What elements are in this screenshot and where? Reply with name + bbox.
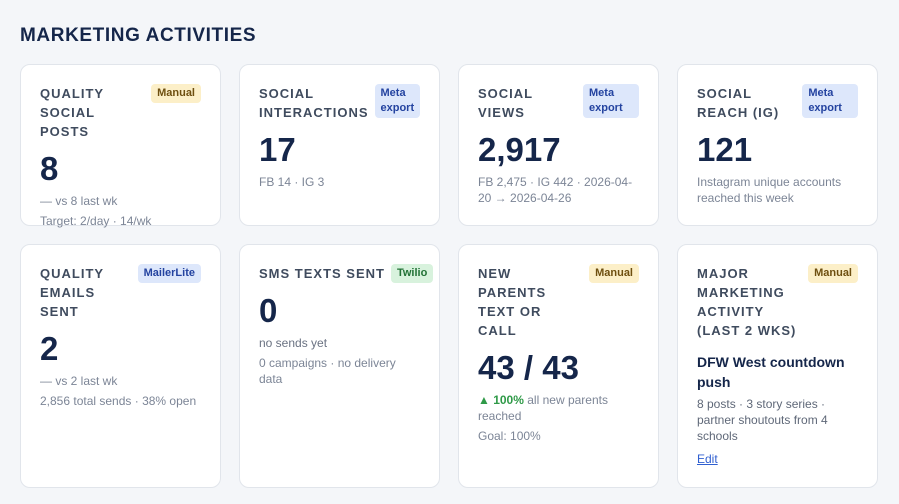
delta: ▲ 100%	[478, 393, 524, 407]
card-value: 0	[259, 292, 278, 329]
card-note: no sends yet	[259, 336, 328, 350]
badge: Manual	[151, 84, 201, 103]
card-note: — vs 8 last wk	[40, 194, 118, 208]
card-note: Target: 2/day · 14/wk	[40, 214, 152, 228]
card-value: 8	[40, 150, 59, 187]
card-label: QUALITY EMAILS SENT	[40, 266, 104, 319]
card-note: 0 campaigns · no delivery data	[259, 356, 396, 386]
card-label: NEW PARENTS TEXT OR CALL	[478, 266, 547, 338]
card: QUALITY SOCIAL POSTS Manual 8 — vs 8 last…	[20, 64, 221, 228]
card-value: 17	[259, 131, 296, 168]
card: QUALITY EMAILS SENT MailerLite 2 — vs 2 l…	[20, 244, 221, 488]
badge: Meta export	[583, 84, 639, 118]
card: SMS TEXTS SENT Twilio 0 no sends yet 0 ca…	[239, 244, 440, 488]
card-label: SOCIAL INTERACTIONS	[259, 86, 369, 120]
badge: Meta export	[374, 84, 421, 118]
card-head: SOCIAL VIEWS Meta export	[478, 84, 639, 122]
card-head: QUALITY EMAILS SENT MailerLite	[40, 264, 201, 321]
card-note: — vs 2 last wk	[40, 374, 118, 388]
card-note: Instagram unique accounts reached this w…	[697, 175, 842, 205]
card: SOCIAL INTERACTIONS Meta export 17 FB 14 …	[239, 64, 440, 226]
card-head: SOCIAL REACH (IG) Meta export	[697, 84, 858, 122]
card: MAJOR MARKETING ACTIVITY (LAST 2 WKS) Man…	[677, 244, 878, 488]
card: SOCIAL REACH (IG) Meta export 121 Instagr…	[677, 64, 878, 226]
card-head: NEW PARENTS TEXT OR CALL Manual	[478, 264, 639, 340]
card-label: SMS TEXTS SENT	[259, 266, 385, 281]
card-value: 2	[40, 330, 59, 367]
card-note: FB 14 · IG 3	[259, 175, 325, 189]
badge: MailerLite	[137, 264, 201, 283]
badge: Meta export	[802, 84, 858, 118]
card-note: 8 posts · 3 story series · partner shout…	[697, 397, 828, 443]
card: NEW PARENTS TEXT OR CALL Manual 43 / 43 ▲…	[458, 244, 659, 488]
card-head: SOCIAL INTERACTIONS Meta export	[259, 84, 421, 122]
badge: Manual	[808, 264, 858, 283]
card-head: MAJOR MARKETING ACTIVITY (LAST 2 WKS) Man…	[697, 264, 858, 340]
card-head: SMS TEXTS SENT Twilio	[259, 264, 434, 283]
activity-heading: DFW West countdown push	[697, 354, 845, 390]
card-value: 121	[697, 131, 753, 168]
card-note: ▲ 100% all new parents reached	[478, 392, 639, 424]
badge: Manual	[589, 264, 639, 283]
card-head: QUALITY SOCIAL POSTS Manual	[40, 84, 201, 141]
card-label: SOCIAL REACH (IG)	[697, 86, 780, 120]
card-label: MAJOR MARKETING ACTIVITY (LAST 2 WKS)	[697, 266, 797, 338]
card-note: 2,856 total sends · 38% open	[40, 394, 197, 408]
section-title: MARKETING ACTIVITIES	[20, 25, 257, 46]
badge: Twilio	[390, 264, 434, 283]
card-note: FB 2,475 · IG 442 · 2026-04-20 → 2026-04…	[478, 175, 633, 205]
card-label: SOCIAL VIEWS	[478, 86, 533, 120]
card: SOCIAL VIEWS Meta export 2,917 FB 2,475 ·…	[458, 64, 659, 226]
card-grid: QUALITY SOCIAL POSTS Manual 8 — vs 8 last…	[20, 64, 878, 488]
delta-text: all new parents reached	[478, 393, 608, 423]
card-value: 43 / 43	[478, 349, 579, 386]
card-label: QUALITY SOCIAL POSTS	[40, 86, 104, 139]
card-note: Goal: 100%	[478, 429, 541, 443]
edit-link[interactable]: Edit	[697, 452, 718, 466]
card-value: 2,917	[478, 131, 561, 168]
